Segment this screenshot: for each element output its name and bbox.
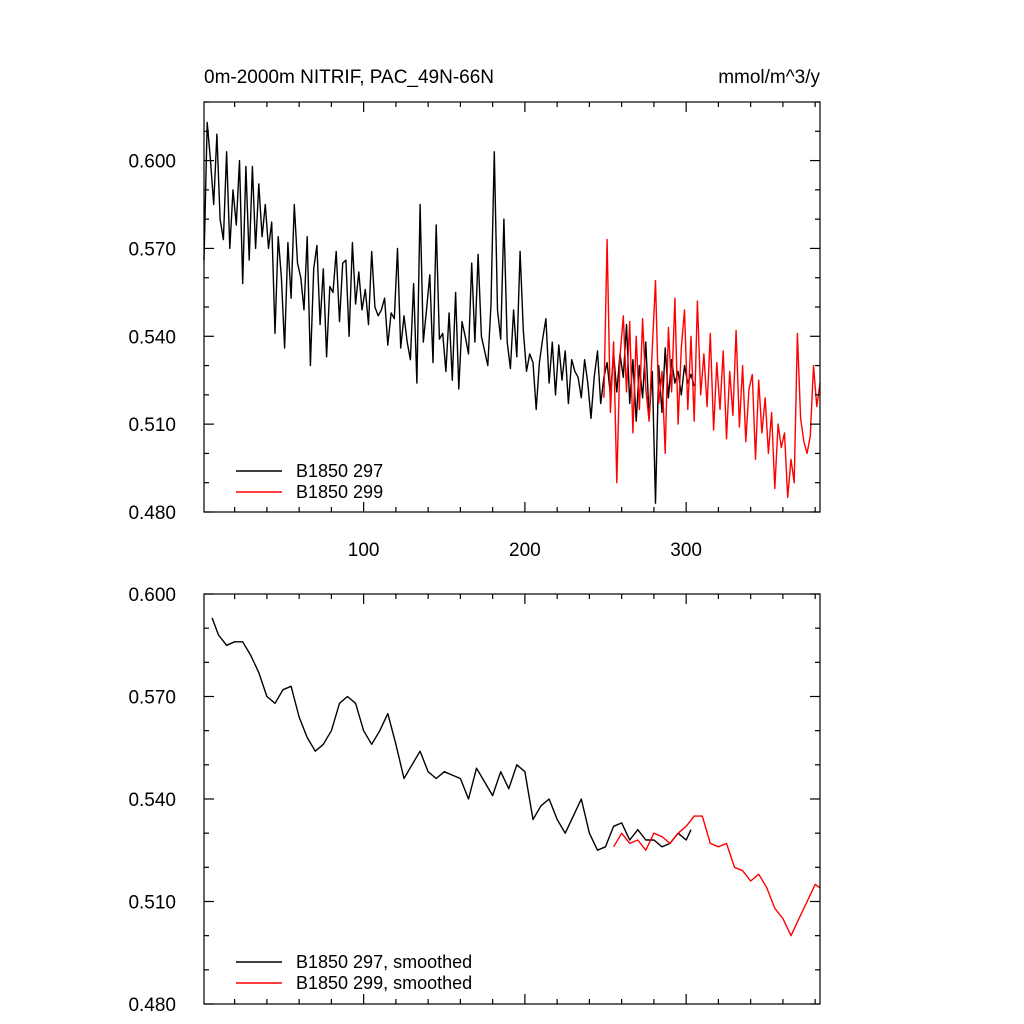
bottom-y-tick-label: 0.510 [128, 893, 176, 914]
bottom-y-tick-label: 0.600 [128, 585, 176, 606]
chart-title: 0m-2000m NITRIF, PAC_49N-66N [204, 67, 494, 88]
top-y-tick-label: 0.480 [128, 503, 176, 524]
top-axis-ticks: 0.480 0.510 0.540 0.570 0.600 100 200 300 [128, 101, 820, 561]
bottom-series-line-1 [211, 617, 692, 851]
bottom-plot-frame [203, 593, 821, 1005]
top-y-tick-label: 0.540 [128, 327, 176, 348]
top-series-line-2 [603, 238, 821, 499]
bottom-axis-ticks: 0.480 0.510 0.540 0.570 0.600 [128, 585, 820, 1016]
top-x-tick-label: 100 [348, 540, 380, 561]
top-series-line-1 [203, 121, 695, 504]
legend-label-299-smoothed: B1850 299, smoothed [296, 973, 472, 993]
bottom-y-tick-label: 0.540 [128, 790, 176, 811]
legend-label-299: B1850 299 [296, 482, 383, 502]
top-x-tick-label: 300 [670, 540, 702, 561]
bottom-series-line-2 [612, 815, 821, 937]
bottom-y-tick-label: 0.480 [128, 995, 176, 1016]
bottom-y-tick-label: 0.570 [128, 688, 176, 709]
top-y-tick-label: 0.570 [128, 239, 176, 260]
top-x-tick-label: 200 [509, 540, 541, 561]
legend-label-297: B1850 297 [296, 461, 383, 481]
top-plot-frame [203, 101, 821, 513]
top-panel: 0m-2000m NITRIF, PAC_49N-66N mmol/m^3/y … [128, 67, 821, 561]
top-y-tick-label: 0.510 [128, 415, 176, 436]
legend-label-297-smoothed: B1850 297, smoothed [296, 952, 472, 972]
bottom-legend: B1850 297, smoothed B1850 299, smoothed [236, 952, 472, 993]
bottom-panel: 0.480 0.510 0.540 0.570 0.600 B1850 297, smo… [128, 585, 821, 1016]
top-series-group [203, 121, 821, 504]
units-label: mmol/m^3/y [718, 67, 820, 88]
bottom-series-group [211, 617, 821, 937]
top-y-tick-label: 0.600 [128, 152, 176, 173]
top-legend: B1850 297 B1850 299 [236, 461, 383, 502]
